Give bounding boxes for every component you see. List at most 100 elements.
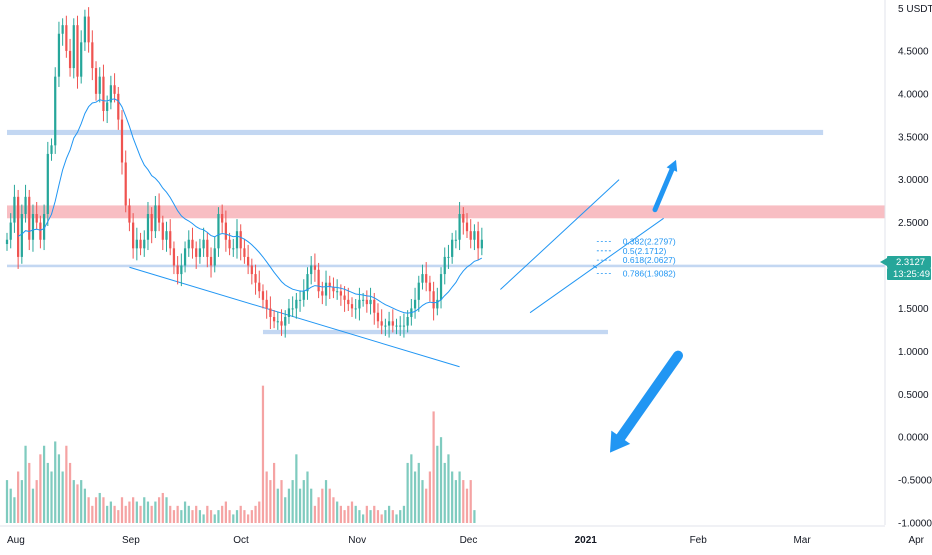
candles-layer — [5, 7, 483, 338]
volume-bar — [198, 510, 202, 523]
candle-body — [39, 222, 42, 240]
volume-bar — [109, 501, 112, 523]
candle-body — [417, 282, 420, 300]
candle-body — [391, 321, 394, 326]
volume-bar — [369, 510, 372, 523]
candle-body — [109, 85, 112, 103]
candle-body — [265, 299, 268, 309]
candle-body — [206, 239, 209, 257]
volume-bar — [191, 510, 194, 523]
volume-bar — [65, 445, 68, 523]
volume-bar — [221, 505, 224, 523]
volume-bar — [98, 492, 101, 523]
candle-body — [358, 299, 361, 309]
candle-body — [254, 274, 257, 283]
candle-body — [421, 274, 424, 283]
candle-body — [321, 291, 324, 296]
candle-body — [113, 85, 116, 94]
channel-lower-line — [529, 217, 664, 314]
candle-body — [269, 308, 272, 317]
candle-body — [94, 68, 98, 94]
time-tick-label: Oct — [233, 535, 249, 546]
candle-body — [298, 299, 302, 301]
volume-bar — [146, 501, 150, 523]
volume-bar — [183, 501, 187, 523]
candle-body — [106, 102, 109, 111]
candle-body — [258, 282, 261, 292]
candle-body — [195, 248, 198, 257]
volume-bar — [91, 505, 94, 523]
resistance-red-zone — [7, 205, 885, 219]
volume-bar — [313, 505, 317, 523]
candle-body — [451, 239, 454, 257]
volume-bar — [235, 510, 239, 523]
candle-body — [432, 291, 435, 309]
price-tick-label: -1.0000 — [898, 519, 932, 530]
candle-body — [31, 214, 35, 240]
volume-bar — [28, 462, 31, 523]
volume-bar — [250, 510, 253, 523]
candle-body — [425, 274, 428, 283]
volume-bar — [258, 501, 261, 523]
volume-bar — [462, 480, 465, 523]
candle-body — [480, 239, 483, 249]
candle-body — [439, 274, 443, 300]
volume-bar — [469, 480, 472, 523]
volume-bar — [106, 505, 109, 523]
volume-arrow-shaft — [613, 350, 683, 447]
price-tick-label: 1.5000 — [898, 304, 929, 315]
candle-body — [447, 256, 450, 258]
candle-body — [280, 321, 283, 326]
volume-bar — [94, 497, 98, 523]
candle-body — [217, 214, 220, 249]
candle-body — [324, 282, 328, 296]
time-axis[interactable]: Aug Sep Oct Nov Dec 2021 Feb Mar Apr — [7, 535, 925, 546]
volume-bar — [20, 480, 23, 523]
arrows-layer — [610, 159, 683, 453]
volume-bar — [425, 488, 428, 523]
candle-body — [61, 25, 64, 34]
volume-bar — [87, 497, 90, 523]
candle-body — [91, 42, 94, 69]
volume-bar — [165, 497, 168, 523]
candle-body — [287, 308, 291, 317]
candle-body — [143, 239, 146, 249]
trendlines-layer — [129, 179, 664, 368]
volume-bar — [35, 480, 38, 523]
volume-bar — [72, 480, 75, 523]
candle-body — [384, 325, 387, 327]
time-tick-label: Mar — [793, 535, 811, 546]
volume-bar — [362, 514, 365, 523]
volume-bar — [358, 510, 361, 523]
price-tick-label: 3.5000 — [898, 132, 929, 143]
volume-bar — [120, 497, 124, 523]
volume-bar — [135, 501, 138, 523]
volume-bar — [132, 497, 135, 523]
candle-body — [72, 25, 75, 69]
volume-bar — [50, 471, 53, 523]
volume-bar — [239, 505, 242, 523]
candle-body — [332, 286, 335, 292]
candle-body — [350, 304, 354, 309]
resistance-blue-zone — [7, 129, 824, 136]
candle-body — [139, 239, 142, 249]
volume-bar — [13, 497, 16, 523]
volume-bar — [206, 505, 209, 523]
candle-body — [50, 145, 53, 154]
volume-bar — [39, 454, 42, 523]
price-tick-label: -0.5000 — [898, 476, 932, 487]
volume-bar — [243, 510, 246, 523]
candle-body — [462, 214, 465, 223]
support-line — [7, 264, 885, 268]
last-price-value: 2.3127 — [896, 257, 925, 268]
volume-bar — [113, 505, 116, 523]
volume-bar — [202, 514, 205, 523]
volume-bar — [228, 510, 231, 523]
candle-body — [187, 239, 190, 249]
candle-body — [406, 317, 409, 326]
volume-bar — [265, 471, 268, 523]
channel-upper-line — [500, 179, 620, 290]
candle-body — [228, 239, 231, 249]
